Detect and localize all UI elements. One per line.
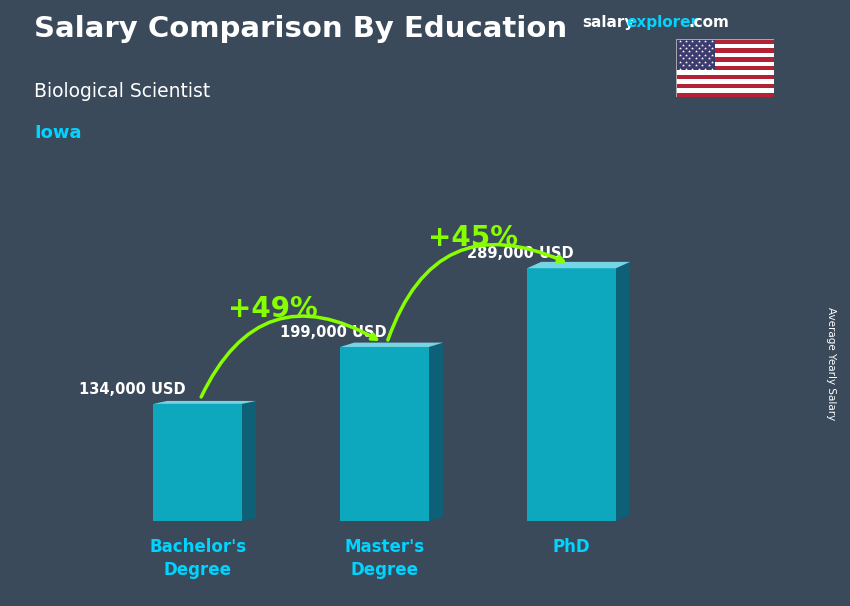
Text: +49%: +49% (228, 295, 317, 324)
Bar (676, 39, 715, 70)
Text: 134,000 USD: 134,000 USD (79, 382, 185, 397)
Bar (676, 70, 774, 75)
Text: Biological Scientist: Biological Scientist (34, 82, 210, 101)
Bar (676, 44, 774, 48)
Bar (676, 93, 774, 97)
Bar (676, 39, 774, 44)
Bar (676, 79, 774, 84)
Polygon shape (153, 404, 242, 521)
Text: Salary Comparison By Education: Salary Comparison By Education (34, 15, 567, 43)
Text: salary: salary (582, 15, 635, 30)
Polygon shape (429, 342, 443, 521)
Polygon shape (340, 342, 443, 347)
Bar (676, 57, 774, 62)
Text: Iowa: Iowa (34, 124, 82, 142)
Bar (676, 66, 774, 70)
Polygon shape (527, 268, 616, 521)
Bar (676, 62, 774, 66)
Text: .com: .com (688, 15, 729, 30)
Polygon shape (153, 401, 256, 404)
Text: +45%: +45% (428, 224, 518, 251)
Bar (676, 84, 774, 88)
Bar (676, 48, 774, 53)
Polygon shape (527, 262, 630, 268)
Polygon shape (616, 262, 630, 521)
Text: Average Yearly Salary: Average Yearly Salary (826, 307, 836, 420)
Bar (676, 53, 774, 57)
Bar (676, 75, 774, 79)
Polygon shape (340, 347, 429, 521)
Text: explorer: explorer (626, 15, 699, 30)
Bar (676, 88, 774, 93)
Polygon shape (242, 401, 256, 521)
Text: 289,000 USD: 289,000 USD (467, 246, 574, 261)
Text: 199,000 USD: 199,000 USD (280, 325, 387, 340)
